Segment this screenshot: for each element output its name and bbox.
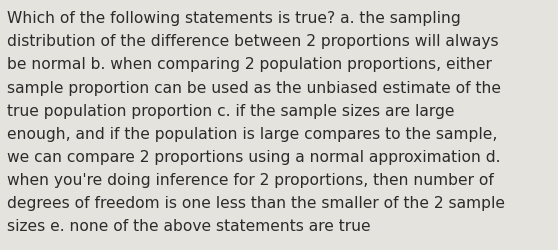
Text: sample proportion can be used as the unbiased estimate of the: sample proportion can be used as the unb… <box>7 80 501 95</box>
Text: be normal b. when comparing 2 population proportions, either: be normal b. when comparing 2 population… <box>7 57 492 72</box>
Text: we can compare 2 proportions using a normal approximation d.: we can compare 2 proportions using a nor… <box>7 149 501 164</box>
Text: enough, and if the population is large compares to the sample,: enough, and if the population is large c… <box>7 126 498 141</box>
Text: distribution of the difference between 2 proportions will always: distribution of the difference between 2… <box>7 34 499 49</box>
Text: Which of the following statements is true? a. the sampling: Which of the following statements is tru… <box>7 11 461 26</box>
Text: sizes e. none of the above statements are true: sizes e. none of the above statements ar… <box>7 218 371 233</box>
Text: true population proportion c. if the sample sizes are large: true population proportion c. if the sam… <box>7 103 455 118</box>
Text: when you're doing inference for 2 proportions, then number of: when you're doing inference for 2 propor… <box>7 172 494 187</box>
Text: degrees of freedom is one less than the smaller of the 2 sample: degrees of freedom is one less than the … <box>7 195 505 210</box>
